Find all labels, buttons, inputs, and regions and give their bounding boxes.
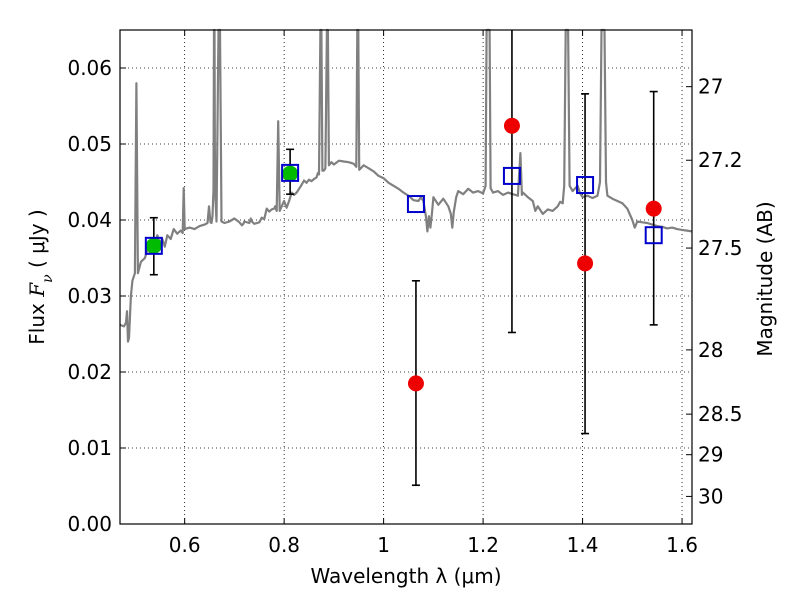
- y-tick-label: 0.02: [67, 360, 112, 384]
- y-tick-label: 0.00: [67, 512, 112, 536]
- template-spectrum: [119, 28, 693, 343]
- y2-tick-label: 28.5: [698, 402, 743, 426]
- x-tick-label: 1: [377, 533, 390, 557]
- data-markers: [144, 117, 663, 392]
- model-point-square: [281, 163, 300, 182]
- plot-frame: [119, 29, 693, 525]
- y-tick-label: 0.06: [67, 56, 112, 80]
- data-point-circle: [282, 165, 299, 182]
- y2-tick-label: 27.5: [698, 236, 743, 260]
- data-point-circle: [145, 237, 162, 254]
- x-tick-label: 1.4: [567, 533, 599, 557]
- x-tick-label: 0.6: [169, 533, 201, 557]
- axis-ticks: 0.6 0.8 1 1.2 1.4 1.6 0.00 0.01 0.02 0.03 0.04 0.05…: [67, 30, 743, 557]
- y2-axis-label: Magnitude (AB): [753, 201, 777, 356]
- y-axis-label-suffix: ( μJy ): [25, 209, 49, 274]
- model-point-square: [144, 236, 163, 255]
- x-tick-label: 1.6: [666, 533, 698, 557]
- y-axis-label: Flux Fν ( μJy ): [25, 209, 56, 344]
- y2-tick-label: 27.2: [698, 148, 743, 172]
- x-axis-label: Wavelength λ (μm): [310, 564, 501, 588]
- y2-tick-label: 30: [698, 484, 723, 508]
- model-point-square: [576, 176, 595, 195]
- model-point-square: [502, 166, 521, 185]
- y-tick-label: 0.04: [67, 208, 112, 232]
- data-point-circle: [503, 117, 520, 134]
- y-axis-label-sub: ν: [40, 274, 56, 283]
- y-axis-label-prefix: Flux: [25, 297, 49, 345]
- x-tick-label: 0.8: [268, 533, 300, 557]
- data-point-circle: [407, 375, 424, 392]
- data-point-circle: [645, 200, 662, 217]
- model-point-square: [644, 226, 663, 245]
- y-tick-label: 0.01: [67, 436, 112, 460]
- spectrum-line: [119, 28, 693, 343]
- y-tick-label: 0.05: [67, 132, 112, 156]
- model-point-square: [406, 195, 425, 214]
- y2-tick-label: 28: [698, 338, 723, 362]
- data-point-circle: [577, 255, 594, 272]
- y2-tick-label: 27: [698, 75, 723, 99]
- x-tick-label: 1.2: [467, 533, 499, 557]
- y2-tick-label: 29: [698, 443, 723, 467]
- y-axis-label-var: F: [25, 282, 49, 298]
- grid: [120, 30, 692, 524]
- y-tick-label: 0.03: [67, 284, 112, 308]
